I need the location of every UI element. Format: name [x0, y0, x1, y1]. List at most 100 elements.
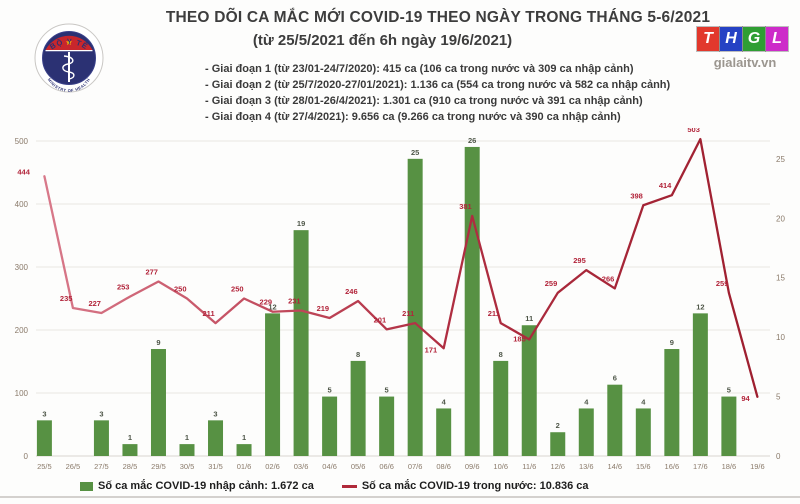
- phase-summary-item: - Giai đoạn 1 (từ 23/01-24/7/2020): 415 …: [205, 63, 634, 75]
- bar-label: 1: [242, 433, 246, 442]
- bar-label: 8: [499, 350, 503, 359]
- line-label: 414: [659, 181, 672, 190]
- right-axis-label: 10: [776, 333, 785, 342]
- x-tick-label: 06/6: [379, 462, 394, 471]
- bar-30/5: [179, 444, 195, 456]
- x-tick-label: 26/5: [66, 462, 81, 471]
- bar-09/6: [464, 146, 480, 456]
- bar-08/6: [436, 408, 452, 456]
- bar-label: 11: [525, 314, 533, 323]
- bar-15/6: [635, 408, 651, 456]
- bar-04/6: [322, 396, 338, 456]
- bar-label: 3: [42, 409, 46, 418]
- x-tick-label: 29/5: [151, 462, 166, 471]
- left-axis-label: 300: [15, 263, 29, 272]
- line-label: 253: [117, 283, 130, 292]
- line-label: 94: [741, 394, 750, 403]
- thgl-letter: T: [697, 27, 719, 51]
- bar-13/6: [578, 408, 594, 456]
- bar-label: 4: [442, 397, 447, 406]
- x-tick-label: 04/6: [322, 462, 337, 471]
- bar-label: 25: [411, 148, 419, 157]
- bar-05/6: [350, 360, 366, 456]
- bar-07/6: [407, 158, 423, 456]
- bottom-divider: [0, 496, 800, 498]
- line-label: 235: [60, 294, 73, 303]
- line-label: 246: [345, 287, 358, 296]
- bar-label: 12: [696, 302, 704, 311]
- right-axis-label: 15: [776, 274, 785, 283]
- line-label: 231: [288, 296, 301, 305]
- x-tick-label: 31/5: [208, 462, 223, 471]
- bar-14/6: [607, 384, 623, 456]
- right-axis-label: 25: [776, 155, 785, 164]
- bar-label: 4: [641, 397, 646, 406]
- left-axis-label: 200: [15, 326, 29, 335]
- line-label: 250: [231, 285, 244, 294]
- x-tick-label: 01/6: [237, 462, 252, 471]
- line-label: 295: [573, 256, 586, 265]
- logo-red-band: [45, 35, 93, 50]
- left-axis-label: 400: [15, 200, 29, 209]
- bar-label: 8: [356, 350, 360, 359]
- legend-item-domestic: Số ca mắc COVID-19 trong nước: 10.836 ca: [341, 480, 589, 492]
- bar-31/5: [208, 420, 224, 456]
- bar-02/6: [265, 313, 281, 456]
- bar-label: 9: [156, 338, 160, 347]
- line-label: 227: [88, 299, 101, 308]
- bar-label: 3: [99, 409, 103, 418]
- legend-label: Số ca mắc COVID-19 trong nước: 10.836 ca: [361, 480, 589, 492]
- right-axis-label: 5: [776, 393, 781, 402]
- line-label: 211: [488, 309, 500, 318]
- chart-subtitle: (từ 25/5/2021 đến 6h ngày 19/6/2021): [252, 32, 513, 49]
- x-tick-label: 13/6: [579, 462, 594, 471]
- bar-17/6: [692, 313, 708, 456]
- line-label: 503: [687, 128, 700, 134]
- right-axis-label: 20: [776, 214, 785, 223]
- bar-28/5: [122, 444, 138, 456]
- bar-label: 2: [556, 421, 560, 430]
- x-tick-label: 25/5: [37, 462, 52, 471]
- line-label: 201: [374, 315, 387, 324]
- station-website: gialaitv.vn: [713, 55, 777, 70]
- line-label: 398: [630, 191, 643, 200]
- line-label: 277: [145, 267, 158, 276]
- legend-item-imported: Số ca mắc COVID-19 nhập cảnh: 1.672 ca: [80, 480, 314, 492]
- bar-16/6: [664, 349, 680, 456]
- right-axis-label: 0: [776, 452, 781, 461]
- x-tick-label: 27/5: [94, 462, 109, 471]
- bar-01/6: [236, 444, 252, 456]
- x-tick-label: 08/6: [436, 462, 451, 471]
- snake-icon: [62, 55, 75, 80]
- legend-bar-swatch: [80, 481, 93, 491]
- line-label: 259: [545, 279, 558, 288]
- thgl-letter: H: [720, 27, 742, 51]
- domestic-line: [43, 137, 759, 398]
- line-label: 219: [317, 304, 330, 313]
- line-label: 250: [174, 285, 187, 294]
- bar-label: 5: [727, 386, 731, 395]
- x-tick-label: 28/5: [123, 462, 138, 471]
- phase-summary-list: - Giai đoạn 1 (từ 23/01-24/7/2020): 415 …: [205, 61, 670, 125]
- legend-label: Số ca mắc COVID-19 nhập cảnh: 1.672 ca: [98, 480, 314, 492]
- bar-label: 1: [185, 433, 189, 442]
- x-tick-label: 15/6: [636, 462, 651, 471]
- line-label: 266: [602, 274, 615, 283]
- x-tick-label: 17/6: [693, 462, 708, 471]
- x-tick-label: 02/6: [265, 462, 280, 471]
- bar-label: 3: [213, 409, 217, 418]
- bar-18/6: [721, 396, 737, 456]
- x-tick-label: 19/6: [750, 462, 765, 471]
- x-tick-label: 14/6: [607, 462, 622, 471]
- x-tick-label: 05/6: [351, 462, 366, 471]
- left-axis-label: 0: [24, 452, 29, 461]
- line-label: 211: [402, 309, 414, 318]
- bar-10/6: [493, 360, 509, 456]
- x-tick-label: 10/6: [493, 462, 508, 471]
- x-tick-label: 09/6: [465, 462, 480, 471]
- line-label: 185: [513, 334, 526, 343]
- bar-label: 9: [670, 338, 674, 347]
- bar-06/6: [379, 396, 395, 456]
